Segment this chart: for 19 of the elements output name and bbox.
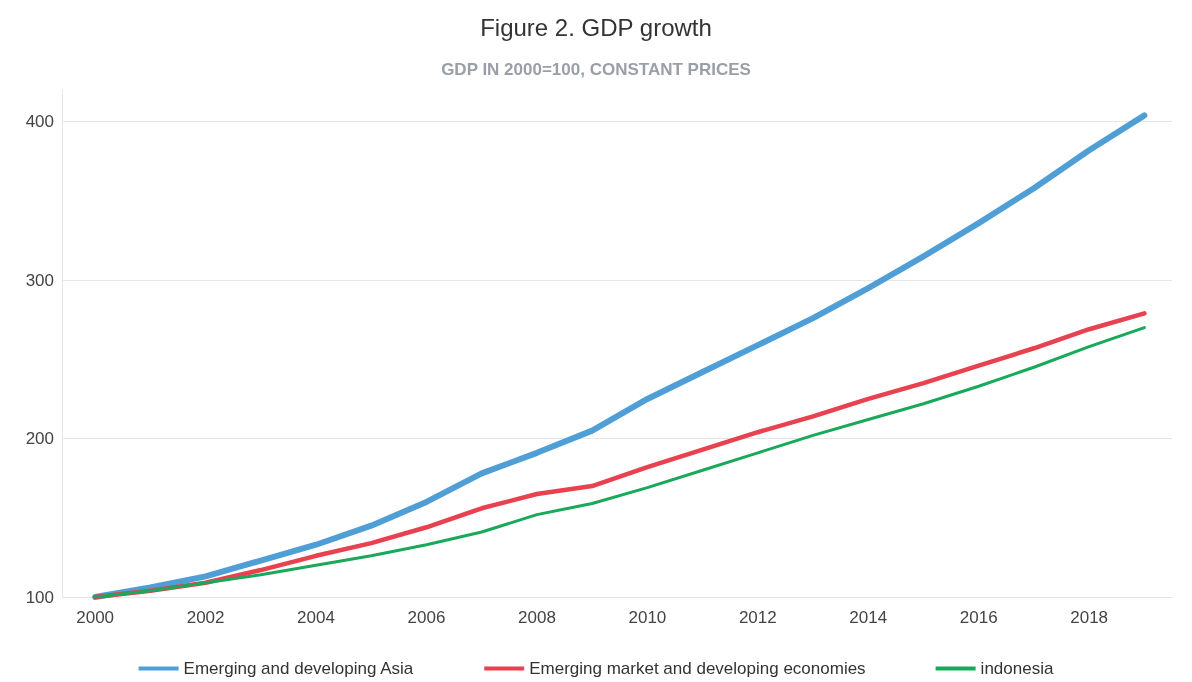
x-tick-label: 2002 <box>186 608 225 627</box>
x-tick-label: 2016 <box>959 608 998 627</box>
x-tick-label: 2008 <box>518 608 556 627</box>
x-tick-label: 2004 <box>297 608 335 627</box>
y-tick-label: 300 <box>25 270 54 290</box>
x-tick-label: 2010 <box>628 608 667 627</box>
x-tick-label: 2006 <box>407 608 446 627</box>
y-tick-label: 200 <box>25 429 54 449</box>
chart-subtitle: GDP IN 2000=100, CONSTANT PRICES <box>441 60 751 79</box>
x-tick-label: 2014 <box>849 608 888 627</box>
legend-label: Emerging market and developing economies <box>529 659 866 678</box>
x-tick-label: 2012 <box>738 608 777 627</box>
chart-title: Figure 2. GDP growth <box>480 13 712 41</box>
x-tick-label: 2018 <box>1070 608 1109 627</box>
legend-label: indonesia <box>980 659 1054 678</box>
y-tick-label: 400 <box>25 112 54 132</box>
legend-label: Emerging and developing Asia <box>183 659 414 678</box>
x-tick-label: 2000 <box>76 608 115 627</box>
y-tick-label: 100 <box>25 587 54 607</box>
